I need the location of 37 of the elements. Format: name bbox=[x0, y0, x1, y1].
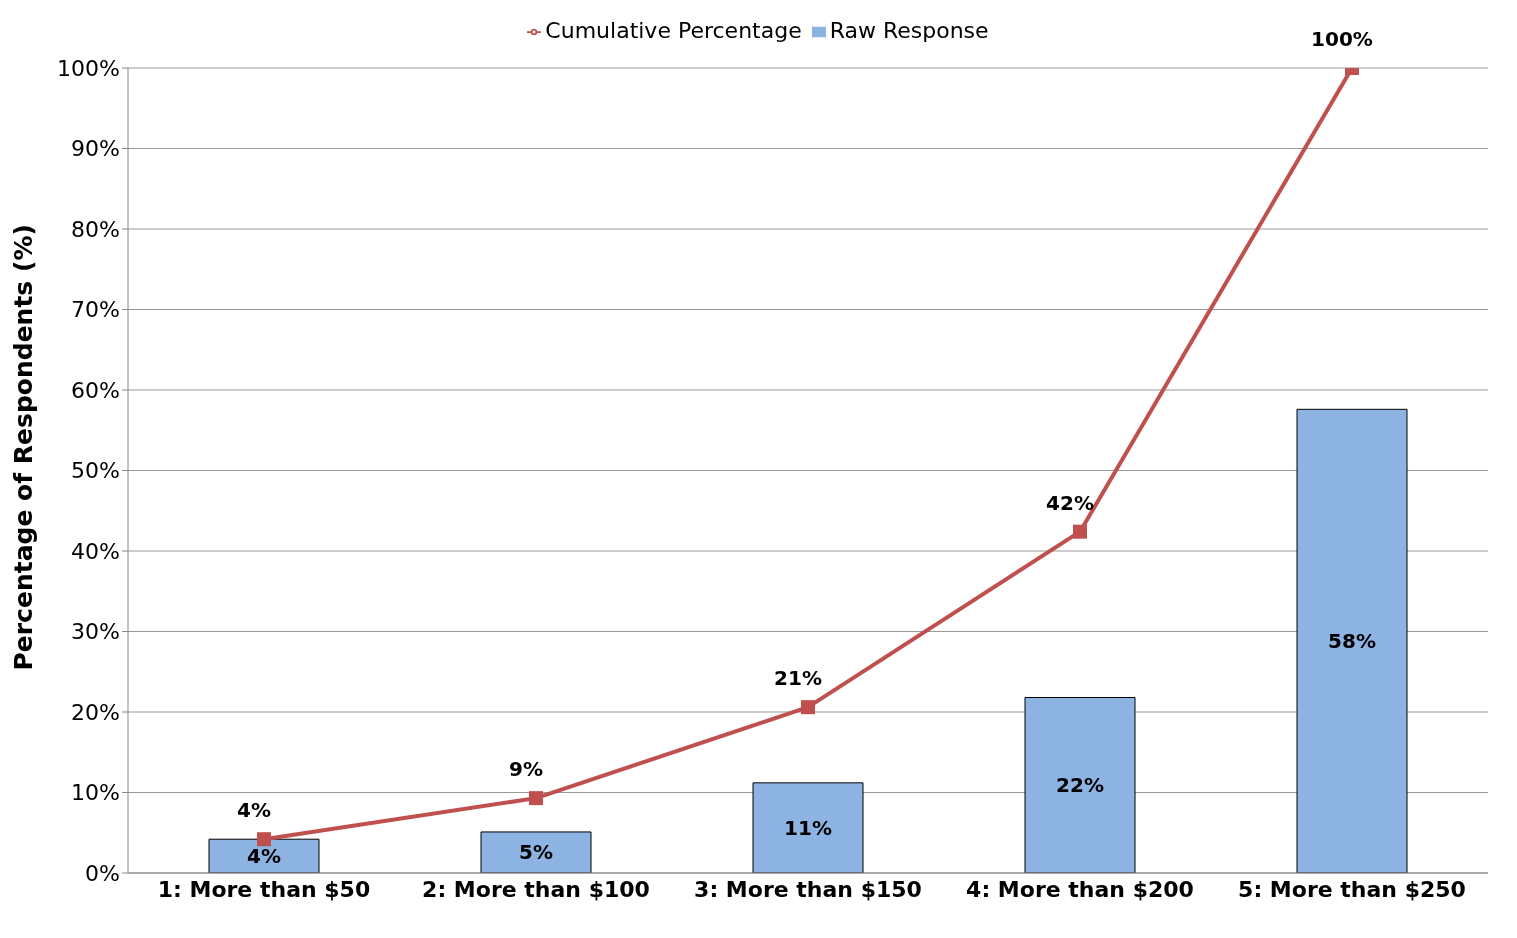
x-tick-label: 2: More than $100 bbox=[422, 876, 650, 902]
y-tick-label: 80% bbox=[71, 216, 120, 242]
y-tick-label: 100% bbox=[57, 55, 120, 81]
data-label: 42% bbox=[1046, 490, 1094, 515]
y-tick-label: 70% bbox=[71, 297, 120, 323]
point bbox=[1073, 524, 1087, 539]
y-tick-label: 60% bbox=[71, 377, 120, 403]
point bbox=[257, 832, 271, 847]
y-tick-label: 30% bbox=[71, 619, 120, 645]
y-tick-label: 90% bbox=[71, 136, 120, 162]
data-label: 100% bbox=[1311, 27, 1373, 51]
x-tick-label: 1: More than $50 bbox=[157, 876, 371, 902]
legend-label: Cumulative Percentage bbox=[545, 18, 802, 43]
bar bbox=[752, 782, 864, 873]
point bbox=[801, 700, 815, 715]
data-label: 21% bbox=[774, 666, 822, 691]
bar bbox=[1024, 697, 1136, 873]
point bbox=[529, 791, 543, 806]
data-label: 5% bbox=[519, 840, 553, 865]
bar bbox=[480, 831, 592, 873]
data-label: 4% bbox=[247, 844, 281, 869]
y-axis-title: Percentage of Respondents (%) bbox=[8, 224, 38, 671]
y-tick-label: 0% bbox=[85, 860, 120, 886]
data-label: 11% bbox=[784, 815, 832, 840]
data-label: 22% bbox=[1056, 773, 1104, 798]
data-label: 9% bbox=[509, 757, 543, 782]
y-tick-label: 10% bbox=[71, 780, 120, 806]
legend-label: Raw Response bbox=[829, 18, 989, 43]
y-tick-label: 40% bbox=[71, 538, 120, 564]
y-tick-label: 50% bbox=[71, 458, 120, 484]
data-label: 4% bbox=[237, 798, 271, 823]
x-tick-label: 4: More than $200 bbox=[966, 876, 1194, 902]
y-tick-label: 20% bbox=[71, 699, 120, 725]
x-tick-label: 3: More than $150 bbox=[694, 876, 922, 902]
x-tick-label: 5: More than $250 bbox=[1238, 876, 1466, 902]
data-label: 58% bbox=[1328, 629, 1376, 654]
bar bbox=[1296, 408, 1408, 873]
